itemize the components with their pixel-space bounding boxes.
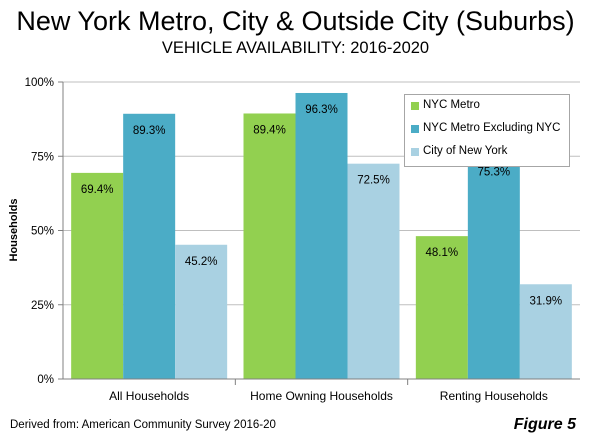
data-label: 72.5% bbox=[357, 175, 390, 187]
y-axis-label: Households bbox=[8, 198, 20, 262]
x-tick-label: All Households bbox=[109, 389, 189, 403]
source-note: Derived from: American Community Survey … bbox=[10, 419, 276, 431]
bar bbox=[175, 244, 228, 379]
legend-swatch-nyc-metro bbox=[411, 102, 419, 110]
axes: 0% 25% 50% 75% 100% All Households Home Owning… bbox=[25, 77, 580, 403]
chart-title: New York Metro, City & Outside City (Sub… bbox=[16, 6, 575, 36]
figure-label: Figure 5 bbox=[513, 416, 576, 433]
legend-label: City of New York bbox=[423, 145, 508, 157]
data-label: 48.1% bbox=[426, 247, 459, 259]
bar bbox=[71, 172, 124, 379]
bar bbox=[415, 236, 468, 379]
legend-label: NYC Metro Excluding NYC bbox=[423, 122, 561, 134]
bar bbox=[519, 284, 572, 379]
y-tick-label: 25% bbox=[31, 300, 54, 312]
data-label: 89.3% bbox=[133, 125, 166, 137]
y-tick-label: 0% bbox=[37, 374, 54, 386]
data-label: 31.9% bbox=[530, 295, 563, 307]
bars bbox=[71, 92, 572, 380]
data-label: 69.4% bbox=[81, 184, 114, 196]
data-label: 45.2% bbox=[185, 256, 218, 268]
data-label: 75.3% bbox=[478, 166, 511, 178]
data-label: 96.3% bbox=[305, 104, 338, 116]
bar bbox=[347, 163, 400, 379]
x-tick-label: Home Owning Households bbox=[250, 389, 393, 403]
y-tick-label: 100% bbox=[25, 77, 54, 89]
x-tick-label: Renting Households bbox=[440, 389, 548, 403]
y-tick-label: 75% bbox=[31, 151, 54, 163]
data-labels: 69.4% 89.3% 45.2% 89.4% 96.3% 72.5% 48.1% 75.3%… bbox=[81, 104, 562, 307]
legend-label: NYC Metro bbox=[423, 99, 480, 111]
legend-swatch-nyc-metro-excluding-nyc bbox=[411, 125, 419, 133]
legend-swatch-city-of-new-york bbox=[411, 148, 419, 156]
bar bbox=[123, 113, 176, 380]
chart-subtitle: VEHICLE AVAILABILITY: 2016-2020 bbox=[161, 39, 430, 57]
bar bbox=[243, 113, 296, 380]
legend: NYC Metro NYC Metro Excluding NYC City o… bbox=[404, 94, 570, 167]
data-label: 89.4% bbox=[253, 124, 286, 136]
bar bbox=[467, 155, 520, 379]
y-tick-label: 50% bbox=[31, 226, 54, 238]
bar bbox=[295, 92, 348, 379]
